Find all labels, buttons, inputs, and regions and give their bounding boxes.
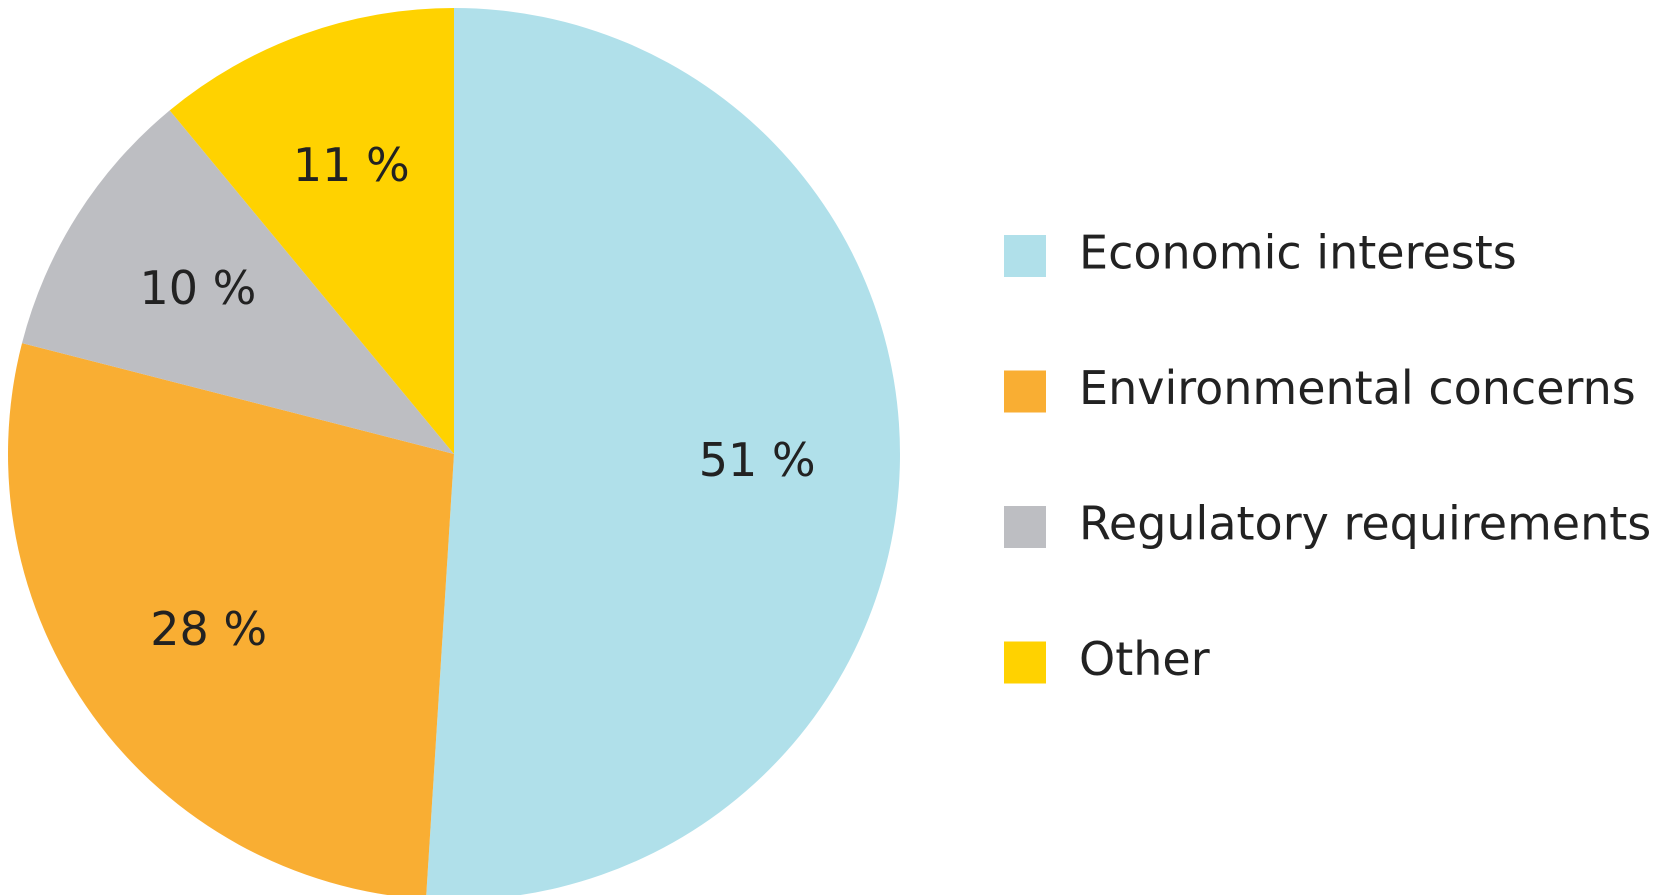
legend-swatch: [1004, 370, 1046, 413]
data-label: 11 %: [293, 138, 410, 192]
pie-slice: [169, 8, 454, 454]
data-label: 10 %: [139, 261, 256, 315]
data-label: 28 %: [150, 602, 267, 656]
legend-label: Other: [1079, 632, 1210, 686]
legend-swatch: [1004, 506, 1046, 548]
pie-slice: [426, 8, 900, 895]
legend-swatch: [1004, 641, 1046, 684]
legend-label: Regulatory requirements: [1079, 497, 1651, 551]
pie-slice: [8, 343, 454, 895]
legend-swatch: [1004, 235, 1046, 277]
data-label: 51 %: [699, 433, 816, 487]
pie-slice: [22, 110, 455, 454]
legend-label: Environmental concerns: [1079, 361, 1636, 415]
legend-label: Economic interests: [1079, 226, 1517, 280]
